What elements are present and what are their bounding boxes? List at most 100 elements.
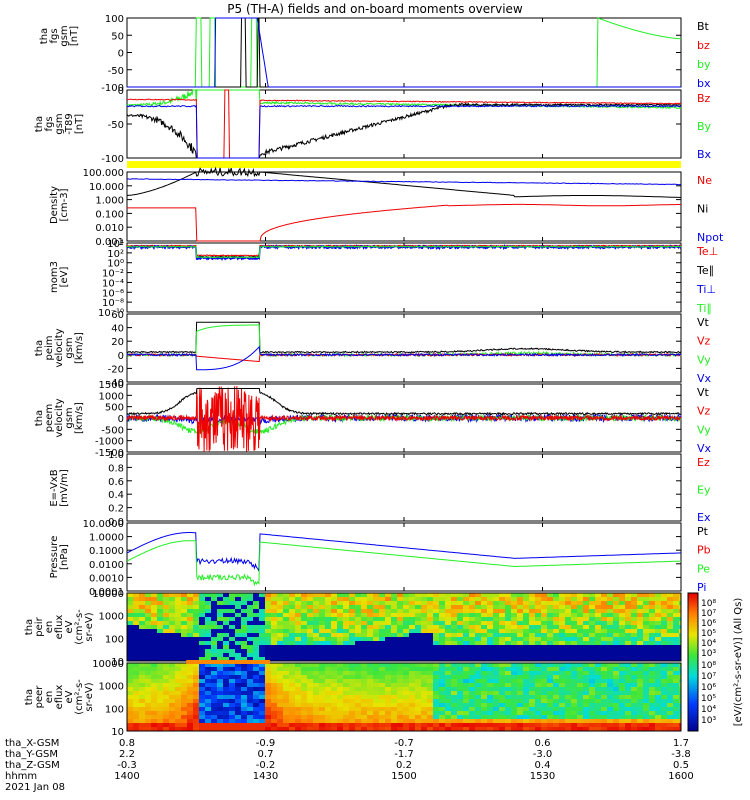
heat-cell: [655, 641, 661, 645]
colorbar-step: [688, 729, 698, 731]
heat-cell: [457, 667, 463, 671]
heat-cell: [463, 625, 469, 629]
heat-cell: [127, 649, 133, 653]
heat-cell: [157, 649, 163, 653]
heat-cell: [643, 605, 649, 609]
heat-cell: [385, 653, 391, 657]
colorbar-step: [688, 661, 698, 663]
colorbar-step: [688, 705, 698, 707]
heat-cell: [157, 593, 163, 597]
heat-cell: [133, 621, 139, 625]
heat-cell: [217, 711, 223, 715]
heat-cell: [271, 601, 277, 605]
heat-cell: [673, 683, 679, 687]
heat-cell: [277, 601, 283, 605]
heat-cell: [559, 641, 565, 645]
heat-cell: [379, 629, 385, 633]
heat-cell: [535, 629, 541, 633]
heat-cell: [235, 629, 241, 633]
heat-cell: [541, 605, 547, 609]
heat-cell: [163, 641, 169, 645]
heat-cell: [163, 645, 169, 649]
heat-cell: [139, 715, 145, 719]
colorbar-step: [688, 706, 698, 708]
heat-cell: [181, 621, 187, 625]
heat-cell: [199, 625, 205, 629]
heat-cell: [673, 641, 679, 645]
heat-cell: [211, 719, 217, 723]
heat-cell: [559, 649, 565, 653]
heat-cell: [211, 699, 217, 703]
heat-cell: [535, 663, 541, 667]
heat-cell: [355, 691, 361, 695]
heat-cell: [403, 617, 409, 621]
heat-cell: [421, 727, 427, 731]
heat-cell: [553, 625, 559, 629]
heat-cell: [643, 663, 649, 667]
heat-cell: [589, 597, 595, 601]
heat-cell: [667, 719, 673, 723]
series-Te-perp: [126, 244, 681, 257]
heat-cell: [415, 727, 421, 731]
heat-cell: [193, 653, 199, 657]
heat-cell: [457, 687, 463, 691]
heat-cell: [151, 597, 157, 601]
heat-cell: [355, 653, 361, 657]
heat-cell: [169, 597, 175, 601]
heat-cell: [163, 601, 169, 605]
ytick-label: -50: [108, 66, 124, 77]
heat-cell: [613, 605, 619, 609]
heat-cell: [631, 663, 637, 667]
colorbar-step: [688, 617, 698, 619]
heat-cell: [613, 723, 619, 727]
heat-cell: [649, 637, 655, 641]
heat-cell: [451, 633, 457, 637]
heat-cell: [379, 597, 385, 601]
heat-cell: [637, 699, 643, 703]
heat-cell: [613, 597, 619, 601]
heat-cell: [583, 593, 589, 597]
heat-cell: [601, 621, 607, 625]
heat-cell: [487, 683, 493, 687]
heat-cell: [655, 719, 661, 723]
heat-cell: [379, 645, 385, 649]
heat-cell: [373, 597, 379, 601]
heat-cell: [223, 679, 229, 683]
heat-cell: [511, 667, 517, 671]
heat-cell: [145, 703, 151, 707]
heat-cell: [355, 719, 361, 723]
heat-cell: [277, 633, 283, 637]
heat-cell: [235, 633, 241, 637]
heat-cell: [451, 727, 457, 731]
heat-cell: [679, 641, 681, 645]
heat-cell: [139, 601, 145, 605]
heat-cell: [139, 629, 145, 633]
heat-cell: [385, 667, 391, 671]
heat-cell: [355, 683, 361, 687]
heat-cell: [637, 683, 643, 687]
heat-cell: [595, 597, 601, 601]
heat-cell: [205, 711, 211, 715]
heat-cell: [283, 597, 289, 601]
heat-cell: [655, 605, 661, 609]
heat-cell: [217, 649, 223, 653]
ytick-label: 10⁻⁶: [102, 288, 124, 299]
colorbar-step: [688, 653, 698, 655]
heat-cell: [205, 723, 211, 727]
heat-cell: [661, 653, 667, 657]
heat-cell: [517, 641, 523, 645]
heat-cell: [355, 663, 361, 667]
heat-cell: [163, 699, 169, 703]
heat-cell: [487, 625, 493, 629]
heat-cell: [475, 601, 481, 605]
heat-cell: [331, 711, 337, 715]
heat-cell: [139, 645, 145, 649]
heat-cell: [463, 633, 469, 637]
heat-cell: [247, 633, 253, 637]
heat-cell: [235, 641, 241, 645]
heat-cell: [241, 637, 247, 641]
heat-cell: [151, 715, 157, 719]
heat-cell: [601, 727, 607, 731]
heat-cell: [667, 671, 673, 675]
